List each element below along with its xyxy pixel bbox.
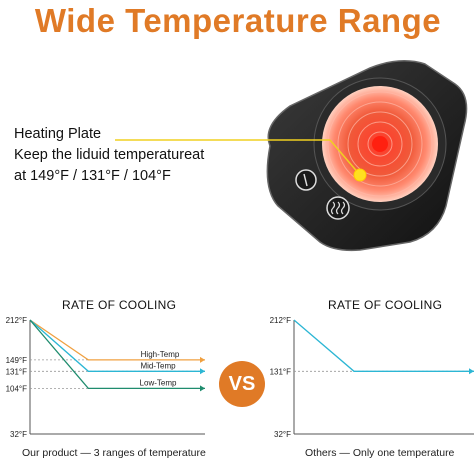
y-tick-label: 104°F xyxy=(6,384,28,393)
series-arrow xyxy=(469,368,474,375)
chart1-title: RATE OF COOLING xyxy=(62,298,177,312)
callout-line2: at 149°F / 131°F / 104°F xyxy=(14,168,171,184)
chart2: 212°F 131°F 32°F xyxy=(270,316,474,439)
series-label: High-Temp xyxy=(141,350,180,359)
heat-waves-icon[interactable] xyxy=(326,196,350,220)
y-tick-label: 32°F xyxy=(10,430,27,439)
y-tick-label: 32°F xyxy=(274,430,291,439)
y-tick-label: 131°F xyxy=(270,367,292,376)
series-arrow xyxy=(200,368,205,375)
power-icon[interactable] xyxy=(295,169,317,191)
series-arrow xyxy=(200,385,205,392)
chart2-caption: Others — Only one temperature xyxy=(305,447,455,459)
callout-line1: Keep the liduid temperatureat xyxy=(14,147,205,163)
chart2-title: RATE OF COOLING xyxy=(328,298,443,312)
series-line-mid-temp xyxy=(29,319,205,372)
y-tick-label: 149°F xyxy=(6,356,28,365)
headline: Wide Temperature Range xyxy=(34,2,442,39)
chart1: 212°F 149°F 131°F 104°F 32°F High-Temp Mid-Tem… xyxy=(6,316,205,439)
series-line-low-temp xyxy=(29,319,205,390)
series-line-temperature xyxy=(293,319,474,372)
y-tick-label: 212°F xyxy=(270,316,292,325)
chart1-caption: Our product — 3 ranges of temperature xyxy=(22,447,206,459)
series-label: Mid-Temp xyxy=(140,361,176,370)
callout-title: Heating Plate xyxy=(14,126,102,142)
y-tick-label: 212°F xyxy=(6,316,28,325)
callout-text: Heating Plate Keep the liduid temperatur… xyxy=(14,124,204,187)
vs-badge: VS xyxy=(219,361,265,407)
heating-plate-illustration xyxy=(266,60,468,252)
series-arrow xyxy=(200,356,205,363)
y-tick-label: 131°F xyxy=(6,367,28,376)
series-label: Low-Temp xyxy=(140,378,177,387)
series-line-high-temp xyxy=(29,319,205,361)
callout-line xyxy=(115,139,367,182)
